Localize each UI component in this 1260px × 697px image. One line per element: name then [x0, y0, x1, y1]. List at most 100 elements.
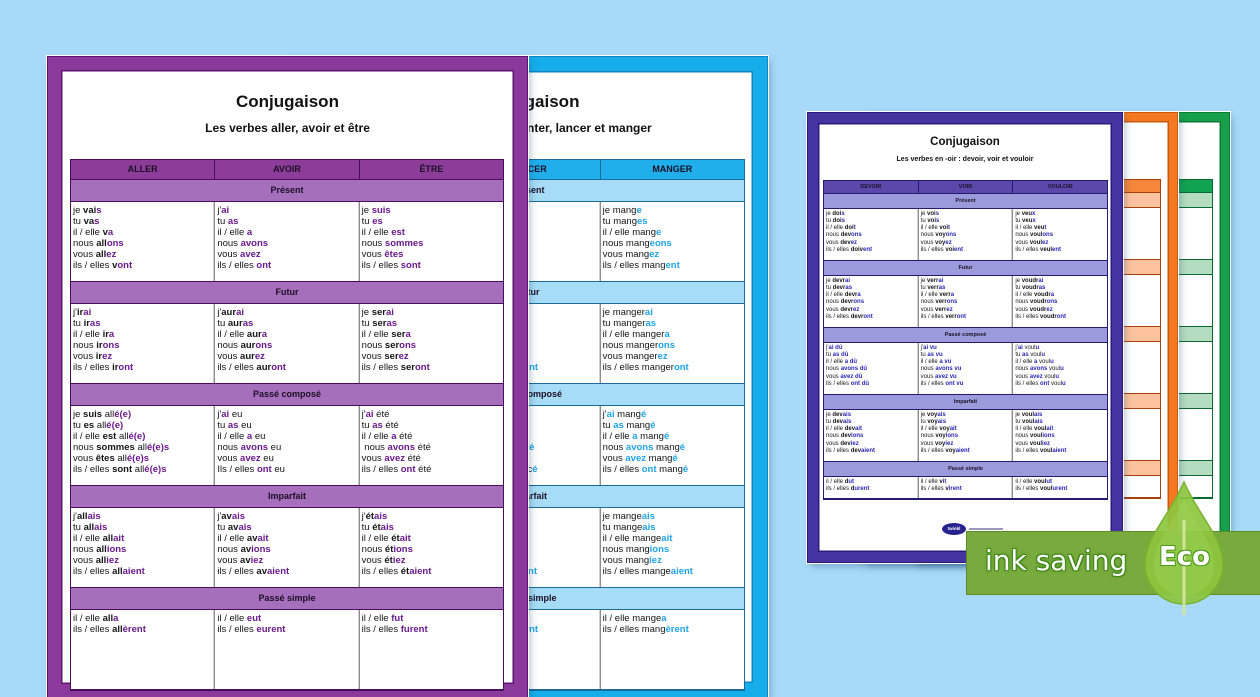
verb-ending: vu — [928, 344, 937, 351]
pronoun: je — [920, 411, 928, 418]
verb-stem: veu — [1021, 210, 1033, 217]
verb-ending: ez — [946, 306, 953, 313]
pronoun: voul — [1047, 366, 1061, 373]
pronoun: vous — [602, 555, 626, 566]
pronoun: all — [134, 442, 147, 453]
pronoun: ils / elles — [826, 313, 851, 320]
conjugation-line: ils / elles ont été — [362, 464, 503, 475]
verb-ending: dû — [848, 359, 858, 366]
pronoun: tu — [920, 217, 928, 224]
conjugation-line: vous irez — [73, 351, 214, 362]
verb-ending: êtes — [384, 249, 404, 260]
pronoun: il / elle — [1015, 426, 1035, 433]
verb-ending: ont — [945, 380, 955, 387]
conjugation-line: tu es allé(e) — [73, 420, 214, 431]
verb-ending: é — [679, 442, 686, 453]
conjugation-cell: il / elle fut ils / elles furent — [358, 610, 503, 689]
verb-ending: eons — [649, 238, 672, 249]
conjugation-line: j'ai mangé — [603, 409, 744, 420]
conjugation-line: nous mangions — [603, 544, 744, 555]
conjugation-cell: je voudrai tu voudras il / elle voudra nous… — [1012, 276, 1107, 327]
conjugation-line: ils / elles verront — [921, 314, 1013, 321]
pronoun: vous — [920, 306, 936, 313]
conjugation-cell: je voyais tu voyais il / elle voyait nous v… — [917, 410, 1013, 461]
pronoun: vous — [826, 373, 841, 380]
verb-ending: é — [682, 464, 689, 475]
conjugation-cell: je mangeais tu mangeais il / elle mangeait… — [599, 508, 744, 587]
conjugation-line: tu avais — [217, 522, 358, 533]
verb-ending: ai — [365, 409, 374, 420]
verb-stem: voul — [1021, 411, 1035, 418]
pronoun: il / elle — [920, 478, 940, 485]
pronoun: tu — [920, 284, 928, 291]
pronoun: tu — [826, 284, 833, 291]
verb-ending: aient — [409, 566, 432, 577]
verb-stem: devr — [850, 313, 864, 320]
conjugation-cell: j'étais tu étais il / elle était nous étion… — [358, 508, 503, 587]
pronoun: tu — [73, 420, 84, 431]
column-header: ALLER — [127, 164, 158, 174]
pronoun: tu — [920, 418, 928, 425]
sheet-subtitle: nter, lancer et manger — [527, 121, 652, 135]
sheet-subtitle: Les verbes en -oir : devoir, voir et vou… — [896, 156, 1034, 163]
verb-ending: ons — [853, 299, 865, 306]
conjugation-line: nous mangeons — [603, 238, 744, 249]
pronoun: j' — [217, 205, 222, 216]
verb-ending: ont — [271, 362, 286, 373]
conjugation-line: tu devras — [826, 285, 918, 292]
verb-stem: all — [112, 566, 123, 577]
pronoun: j' — [217, 511, 222, 522]
pronoun: ils / elles — [361, 260, 401, 271]
conjugation-line: il / elle mange — [603, 227, 744, 238]
conjugation-cell: je dois tu dois il / elle doit nous devons v… — [824, 209, 918, 260]
conjugation-line: il / elle vit — [921, 479, 1013, 486]
pronoun: eu — [260, 453, 274, 464]
conjugation-line: tu mangeais — [603, 522, 744, 533]
conjugation-cell: je vois tu vois il / elle voit nous voyons v… — [917, 209, 1013, 260]
verb-stem: manger — [632, 329, 665, 340]
conjugation-line: il / elle dut — [826, 479, 918, 486]
conjugation-line: il / elle est — [362, 227, 503, 238]
verb-ending: sommes — [384, 238, 424, 249]
verb-ending: ais — [842, 411, 852, 418]
conjugation-line: j'ai été — [362, 409, 503, 420]
verb-stem: verr — [935, 299, 947, 306]
verb-ending: avez — [1029, 373, 1043, 380]
verb-ending: iez — [850, 440, 859, 447]
pronoun: ils / elles — [602, 566, 642, 577]
verb-ending: vu — [948, 373, 957, 380]
verb-stem: av — [256, 566, 267, 577]
conjugation-cell: j'ai dû tu as dû il / elle a dû nous avons … — [824, 343, 918, 394]
verb-stem: ir — [96, 340, 103, 351]
table-header-row: ALLER AVOIR ÊTRE — [71, 160, 503, 180]
verb-stem: ét — [384, 555, 393, 566]
verb-stem: ét — [391, 533, 400, 544]
conjugation-line: nous verrons — [921, 299, 1013, 306]
pronoun: je — [73, 205, 84, 216]
table-header-row: DEVOIR VOIR VOULOIR — [824, 181, 1107, 194]
conjugation-line: nous avons mangé — [603, 442, 744, 453]
verb-ending: ont — [641, 464, 657, 475]
conjugation-line: je voyais — [921, 412, 1013, 419]
conjugation-line: je suis allé(e) — [73, 409, 214, 420]
conjugation-cell: il / elle mangea ils / elles mangèrent — [599, 610, 744, 689]
verb-stem: voul — [1030, 232, 1043, 239]
verb-ending: avons — [935, 366, 953, 373]
verb-ending: a — [661, 613, 667, 624]
verb-ending: s — [94, 216, 100, 227]
verb-ending: a — [844, 359, 849, 366]
conjugation-line: il / elle voulait — [1015, 426, 1107, 433]
conjugation-line: vous mangez — [603, 249, 744, 260]
pronoun: voul — [1022, 344, 1036, 351]
verb-ending: ai — [221, 205, 230, 216]
verb-ending: avons — [240, 442, 269, 453]
verb-stem: manger — [625, 351, 658, 362]
verb-stem: dev — [850, 447, 862, 454]
pronoun: je — [1015, 210, 1022, 217]
verb-stem: voy — [935, 239, 946, 246]
tense-header-row: Passé simple — [824, 462, 1107, 477]
conjugation-line: vous devrez — [826, 307, 918, 314]
verb-stem: aur — [240, 351, 255, 362]
verb-ending: ont — [863, 313, 873, 320]
verb-stem: aur — [240, 340, 256, 351]
